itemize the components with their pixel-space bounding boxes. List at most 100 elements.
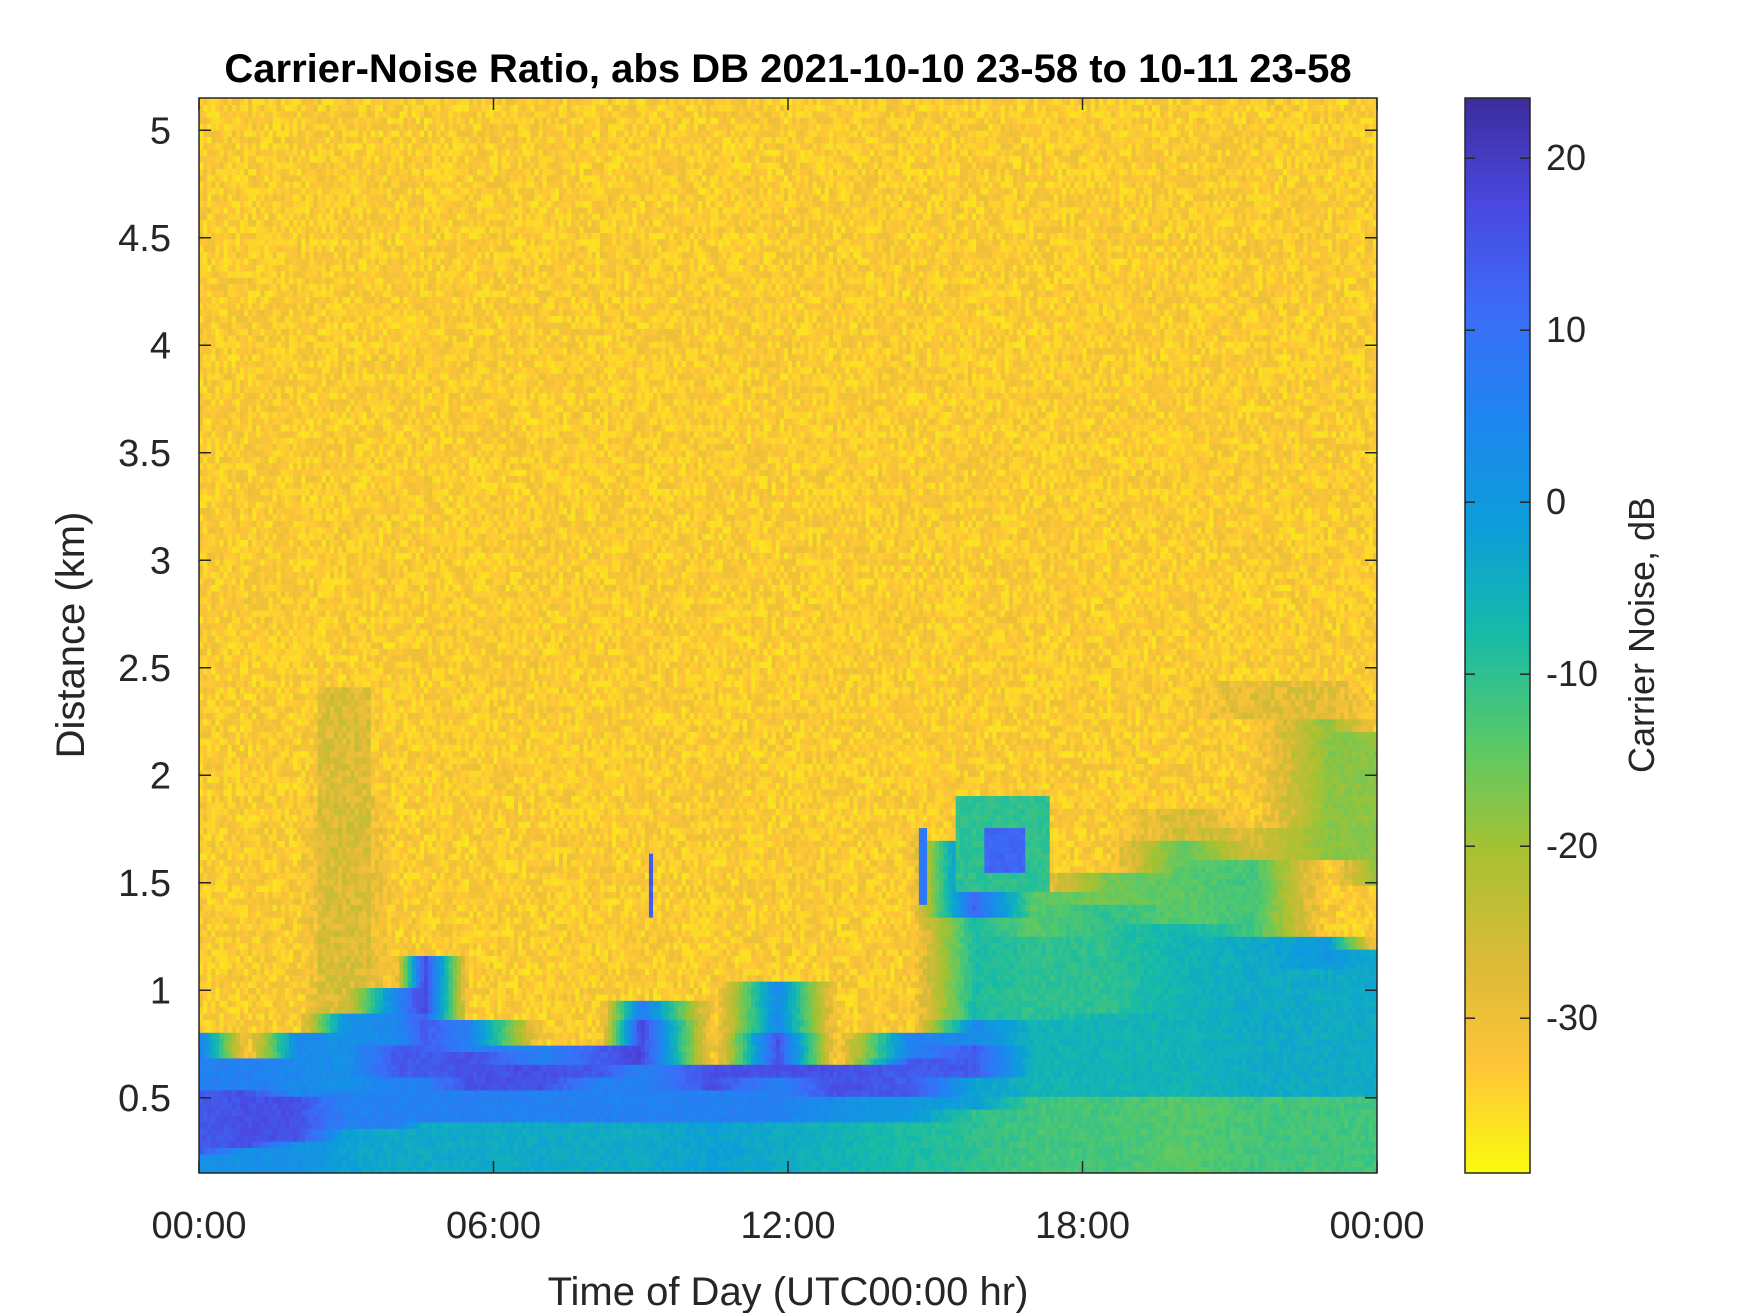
heatmap-cell bbox=[256, 584, 261, 591]
heatmap-cell bbox=[256, 629, 261, 636]
heatmap-cell bbox=[207, 808, 212, 815]
heatmap-cell bbox=[260, 744, 265, 751]
heatmap-cell bbox=[252, 636, 257, 643]
heatmap-cell bbox=[211, 623, 216, 630]
heatmap-cell bbox=[240, 738, 245, 745]
heatmap-cell bbox=[215, 399, 220, 406]
heatmap-cell bbox=[203, 469, 208, 476]
heatmap-cell bbox=[203, 719, 208, 726]
heatmap-cell bbox=[215, 220, 220, 227]
heatmap-cell bbox=[244, 687, 249, 694]
heatmap-cell bbox=[211, 463, 216, 470]
heatmap-cell bbox=[232, 424, 237, 431]
heatmap-cell bbox=[240, 1115, 245, 1122]
heatmap-cell bbox=[244, 840, 249, 847]
heatmap-cell bbox=[256, 424, 261, 431]
heatmap-cell bbox=[224, 610, 229, 617]
heatmap-cell bbox=[240, 303, 245, 310]
heatmap-cell bbox=[219, 1147, 224, 1154]
heatmap-cell bbox=[256, 200, 261, 207]
heatmap-cell bbox=[248, 962, 253, 969]
heatmap-cell bbox=[211, 949, 216, 956]
heatmap-cell bbox=[256, 847, 261, 854]
heatmap-cell bbox=[211, 578, 216, 585]
heatmap-cell bbox=[228, 360, 233, 367]
heatmap-cell bbox=[224, 936, 229, 943]
heatmap-cell bbox=[219, 264, 224, 271]
heatmap-cell bbox=[248, 149, 253, 156]
heatmap-cell bbox=[252, 1115, 257, 1122]
heatmap-cell bbox=[260, 1128, 265, 1135]
heatmap-cell bbox=[240, 981, 245, 988]
heatmap-cell bbox=[228, 610, 233, 617]
heatmap-cell bbox=[252, 1154, 257, 1161]
heatmap-cell bbox=[215, 111, 220, 118]
heatmap-cell bbox=[240, 642, 245, 649]
heatmap-cell bbox=[252, 501, 257, 508]
heatmap-cell bbox=[256, 194, 261, 201]
heatmap-cell bbox=[215, 629, 220, 636]
heatmap-cell bbox=[240, 1147, 245, 1154]
heatmap-cell bbox=[211, 418, 216, 425]
heatmap-cell bbox=[236, 476, 241, 483]
heatmap-cell bbox=[203, 693, 208, 700]
heatmap-cell bbox=[224, 130, 229, 137]
heatmap-cell bbox=[228, 162, 233, 169]
heatmap-cell bbox=[203, 968, 208, 975]
heatmap-cell bbox=[252, 955, 257, 962]
heatmap-cell bbox=[215, 277, 220, 284]
heatmap-cell bbox=[219, 578, 224, 585]
heatmap-cell bbox=[203, 648, 208, 655]
heatmap-cell bbox=[236, 680, 241, 687]
heatmap-cell bbox=[203, 380, 208, 387]
heatmap-cell bbox=[207, 188, 212, 195]
heatmap-cell bbox=[203, 757, 208, 764]
heatmap-cell bbox=[215, 981, 220, 988]
heatmap-cell bbox=[207, 469, 212, 476]
heatmap-cell bbox=[211, 207, 216, 214]
heatmap-cell bbox=[203, 258, 208, 265]
heatmap-cell bbox=[252, 508, 257, 515]
heatmap-cell bbox=[236, 795, 241, 802]
heatmap-cell bbox=[228, 1160, 233, 1167]
heatmap-cell bbox=[224, 213, 229, 220]
heatmap-cell bbox=[236, 879, 241, 886]
heatmap-cell bbox=[203, 520, 208, 527]
heatmap-cell bbox=[224, 488, 229, 495]
heatmap-cell bbox=[248, 399, 253, 406]
heatmap-cell bbox=[256, 859, 261, 866]
heatmap-cell bbox=[260, 987, 265, 994]
heatmap-cell bbox=[252, 552, 257, 559]
heatmap-cell bbox=[248, 354, 253, 361]
heatmap-cell bbox=[252, 629, 257, 636]
heatmap-cell bbox=[211, 738, 216, 745]
heatmap-cell bbox=[240, 898, 245, 905]
heatmap-cell bbox=[236, 674, 241, 681]
heatmap-cell bbox=[248, 738, 253, 745]
heatmap-cell bbox=[203, 1019, 208, 1026]
heatmap-cell bbox=[240, 1077, 245, 1084]
heatmap-cell bbox=[219, 431, 224, 438]
heatmap-cell bbox=[252, 213, 257, 220]
heatmap-cell bbox=[219, 232, 224, 239]
heatmap-cell bbox=[219, 527, 224, 534]
heatmap-cell bbox=[215, 200, 220, 207]
heatmap-cell bbox=[215, 156, 220, 163]
heatmap-cell bbox=[236, 776, 241, 783]
heatmap-cell bbox=[240, 111, 245, 118]
heatmap-cell bbox=[203, 1000, 208, 1007]
heatmap-cell bbox=[260, 994, 265, 1001]
heatmap-cell bbox=[228, 648, 233, 655]
heatmap-cell bbox=[215, 706, 220, 713]
heatmap-cell bbox=[211, 527, 216, 534]
heatmap-cell bbox=[256, 341, 261, 348]
heatmap-cell bbox=[228, 572, 233, 579]
heatmap-cell bbox=[219, 712, 224, 719]
heatmap-cell bbox=[203, 604, 208, 611]
heatmap-cell bbox=[232, 744, 237, 751]
heatmap-cell bbox=[219, 1039, 224, 1046]
heatmap-cell bbox=[224, 476, 229, 483]
heatmap-cell bbox=[228, 527, 233, 534]
heatmap-cell bbox=[215, 322, 220, 329]
heatmap-cell bbox=[203, 674, 208, 681]
